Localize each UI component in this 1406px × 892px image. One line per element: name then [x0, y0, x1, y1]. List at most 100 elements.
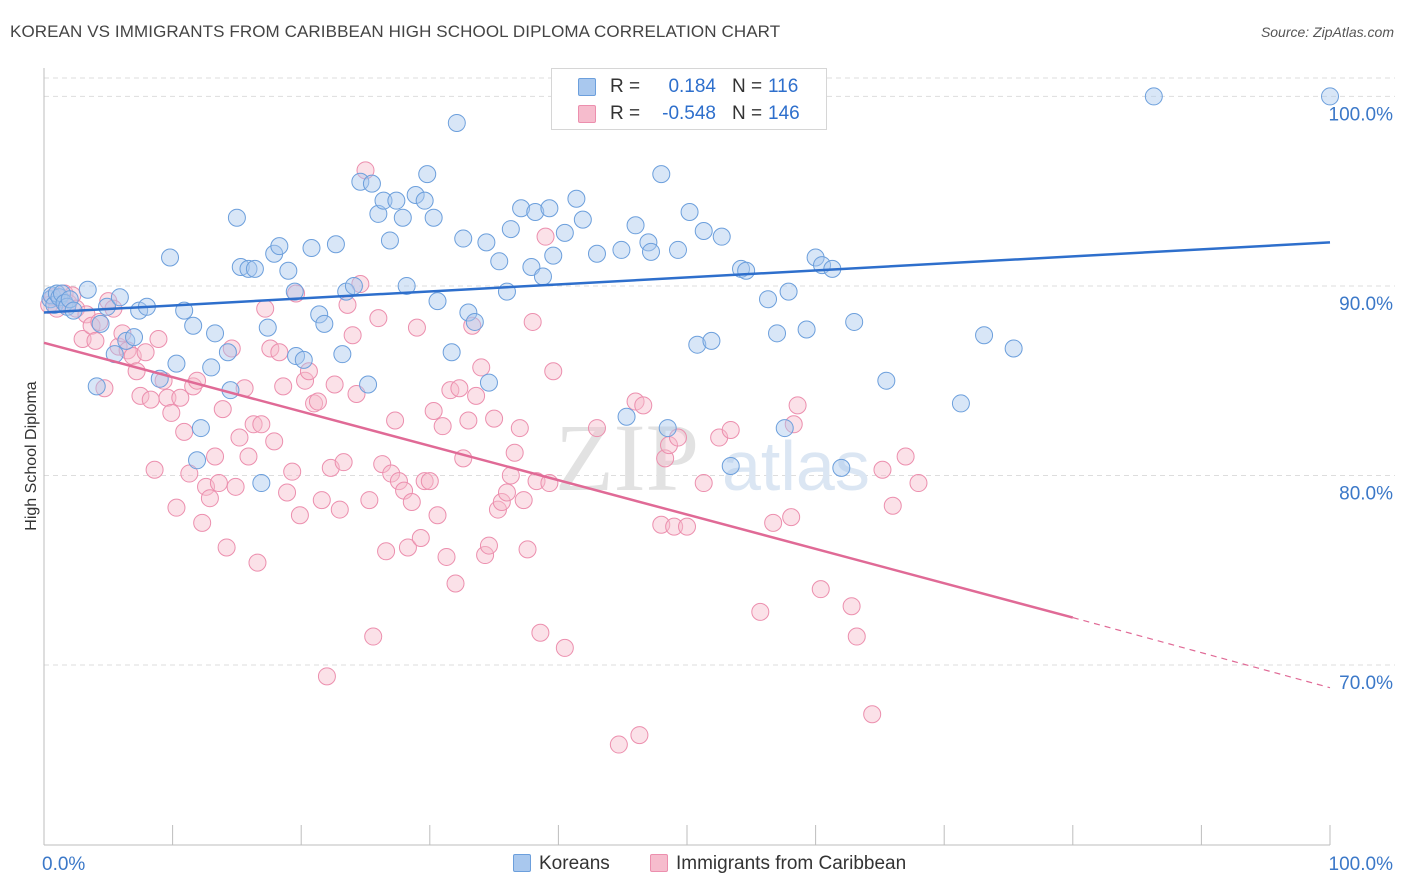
korean-point [877, 371, 896, 390]
bottom-legend-koreans: Koreans [513, 853, 610, 875]
caribbean-point [472, 358, 491, 377]
caribbean-point [428, 506, 447, 525]
korean-point [333, 345, 352, 364]
caribbean-point [330, 500, 349, 519]
caribbean-point [171, 388, 190, 407]
korean-point [587, 244, 606, 263]
caribbean-point [145, 460, 164, 479]
caribbean-point [842, 597, 861, 616]
caribbean-point [270, 343, 289, 362]
korean-point [768, 324, 787, 343]
korean-point [285, 282, 304, 301]
korean-point [555, 223, 574, 242]
y-tick-label: 70.0% [1339, 673, 1393, 694]
korean-point [387, 191, 406, 210]
caribbean-point [278, 483, 297, 502]
korean-point [951, 394, 970, 413]
korean-point [721, 456, 740, 475]
korean-point [428, 292, 447, 311]
korean-point [374, 191, 393, 210]
bottom-legend-label-koreans: Koreans [539, 853, 610, 874]
caribbean-point [847, 627, 866, 646]
caribbean-point [217, 538, 236, 557]
koreans-trend-line [43, 241, 1331, 314]
caribbean-point [265, 432, 284, 451]
korean-point [975, 326, 994, 345]
korean-point [362, 174, 381, 193]
grid-layer [44, 77, 1395, 666]
caribbean-point [290, 506, 309, 525]
korean-point [270, 237, 289, 256]
korean-point [369, 204, 388, 223]
caribbean-point [162, 403, 181, 422]
caribbean-point [167, 498, 186, 517]
korean-point [279, 261, 298, 280]
korean-point [512, 199, 531, 218]
bottom-legend-label-caribbean: Immigrants from Caribbean [676, 853, 907, 874]
caribbean-point [67, 299, 86, 318]
legend-n-value: 146 [768, 103, 800, 124]
caribbean-point [248, 553, 267, 572]
korean-point [694, 221, 713, 240]
y-axis-title: High School Diploma [23, 381, 40, 531]
legend-r-label: R = [610, 103, 641, 124]
caribbean-point [180, 464, 199, 483]
caribbean-point [334, 453, 353, 472]
y-tick-label: 90.0% [1339, 294, 1393, 315]
korean-point [540, 199, 559, 218]
korean-point [218, 343, 237, 362]
korean-point [184, 316, 203, 335]
caribbean-point [213, 400, 232, 419]
korean-point [1321, 87, 1339, 106]
korean-point [567, 189, 586, 208]
caribbean-point [437, 547, 456, 566]
caribbean-point [360, 491, 379, 510]
caribbean-point [492, 492, 511, 511]
axis-layer [43, 68, 1331, 846]
caribbean-point [206, 447, 225, 466]
korean-point [397, 276, 416, 295]
legend-n-label: N = [732, 103, 763, 124]
caribbean-point [678, 517, 696, 536]
caribbean-point [514, 491, 533, 510]
korean-point [167, 354, 186, 373]
korean-point [526, 203, 545, 222]
korean-point [206, 324, 225, 343]
caribbean-point [343, 326, 362, 345]
korean-point [641, 242, 660, 261]
chart-title: KOREAN VS IMMIGRANTS FROM CARIBBEAN HIGH… [10, 22, 781, 41]
bottom-legend-caribbean: Immigrants from Caribbean [650, 853, 906, 875]
korean-point [806, 248, 825, 267]
korean-point [87, 377, 106, 396]
korean-point [668, 240, 687, 259]
caribbean-point [450, 379, 469, 398]
caribbean-point [252, 415, 271, 434]
korean-point [680, 203, 699, 222]
watermark-zip: ZIP [555, 404, 699, 511]
korean-point [688, 335, 707, 354]
legend-swatch-koreans [578, 78, 596, 96]
korean-point [573, 210, 592, 229]
caribbean-point [136, 343, 155, 362]
korean-point [245, 259, 264, 278]
caribbean-point [505, 443, 524, 462]
caribbean-point [200, 489, 219, 508]
legend-row-koreans: R = 0.184 N = 116 [552, 73, 826, 101]
watermark: ZIP atlas [555, 404, 870, 511]
caribbean-point [536, 227, 555, 246]
korean-point [617, 407, 636, 426]
caribbean-point [863, 705, 882, 724]
caribbean-point [373, 455, 392, 474]
caribbean-point [386, 411, 405, 430]
caribbean-point [656, 449, 675, 468]
korean-point [258, 318, 277, 337]
series-koreans-points [41, 87, 1339, 493]
korean-point [442, 343, 461, 362]
korean-point [759, 290, 778, 309]
caribbean-point [523, 312, 542, 331]
caribbean-point [782, 508, 801, 527]
caribbean-point [555, 638, 574, 657]
korean-point [459, 303, 478, 322]
caribbean-point [402, 492, 421, 511]
